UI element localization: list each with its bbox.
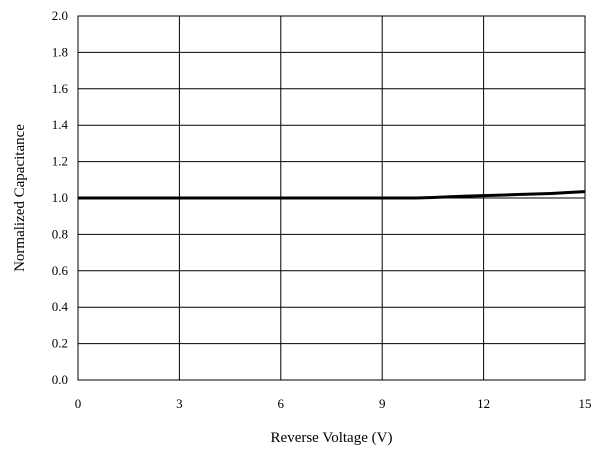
series-line-0 <box>78 190 586 200</box>
y-tick-label: 0.0 <box>52 372 68 387</box>
y-tick-label: 1.2 <box>52 154 68 169</box>
x-tick-label: 0 <box>75 396 82 411</box>
y-tick-labels: 0.0 0.2 0.4 0.6 0.8 1.0 1.2 1.4 1.6 1.8 2.0 <box>52 8 69 387</box>
y-tick-label: 0.8 <box>52 226 68 241</box>
y-tick-label: 0.6 <box>52 263 69 278</box>
x-tick-label: 12 <box>477 396 490 411</box>
y-tick-label: 1.6 <box>52 81 69 96</box>
x-tick-label: 9 <box>379 396 386 411</box>
y-tick-label: 1.0 <box>52 190 68 205</box>
y-tick-label: 1.8 <box>52 44 68 59</box>
x-axis-title: Reverse Voltage (V) <box>271 430 393 446</box>
y-tick-label: 0.2 <box>52 336 68 351</box>
x-tick-labels: 0 3 6 9 12 15 <box>75 396 592 411</box>
y-tick-label: 2.0 <box>52 8 68 23</box>
x-tick-label: 3 <box>176 396 183 411</box>
x-tick-label: 15 <box>579 396 592 411</box>
series-layer <box>78 190 586 200</box>
y-axis-title: Normalized Capacitance <box>12 124 28 272</box>
x-tick-label: 6 <box>278 396 285 411</box>
y-tick-label: 0.4 <box>52 299 69 314</box>
y-tick-label: 1.4 <box>52 117 69 132</box>
